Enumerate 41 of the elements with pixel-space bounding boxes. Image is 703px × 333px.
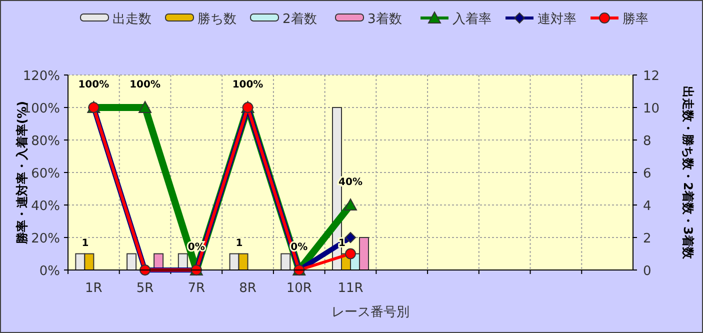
legend-label: 入着率 bbox=[452, 11, 492, 27]
x-tick-label: 1R bbox=[85, 281, 102, 296]
legend-label: 出走数 bbox=[112, 12, 152, 27]
y-tick-label: 0% bbox=[39, 264, 60, 279]
legend-label: 勝ち数 bbox=[198, 12, 236, 27]
point bbox=[345, 232, 356, 243]
x-tick-label: 7R bbox=[188, 281, 206, 296]
x-tick-label: 8R bbox=[239, 281, 256, 296]
point bbox=[345, 248, 356, 260]
bar bbox=[359, 237, 369, 270]
data-label: 100% bbox=[130, 80, 160, 90]
data-label: 100% bbox=[78, 80, 110, 90]
y2-tick-label: 8 bbox=[643, 134, 652, 149]
y2-tick-label: 10 bbox=[643, 102, 660, 116]
x-tick-label: 10R bbox=[286, 281, 312, 296]
y-tick-label: 120% bbox=[22, 69, 60, 84]
y2-tick-label: 2 bbox=[643, 232, 652, 246]
y2-tick-label: 4 bbox=[643, 199, 652, 214]
y-tick-label: 40% bbox=[31, 199, 60, 214]
point bbox=[138, 101, 152, 113]
legend-label: 2着数 bbox=[282, 11, 317, 27]
y2-tick-label: 6 bbox=[643, 166, 652, 182]
x-tick-label: 5R bbox=[136, 281, 154, 296]
y-tick-label: 80% bbox=[31, 134, 60, 149]
legend-label: 勝率 bbox=[622, 11, 648, 27]
y2-tick-label: 12 bbox=[643, 69, 660, 84]
data-label: 1 bbox=[236, 238, 243, 249]
data-label: 100% bbox=[232, 80, 264, 90]
y-tick-label: 60% bbox=[31, 166, 60, 182]
legend-label: 3着数 bbox=[368, 11, 402, 27]
y-tick-label: 20% bbox=[31, 232, 60, 246]
data-label: 1 bbox=[82, 238, 89, 249]
legend-label: 連対率 bbox=[538, 11, 576, 27]
bar bbox=[126, 253, 137, 270]
x-axis-title: レース番号別 bbox=[332, 305, 410, 320]
point bbox=[344, 198, 357, 210]
bar bbox=[280, 253, 291, 270]
x-tick-label: 11R bbox=[338, 281, 364, 296]
data-label: 0% bbox=[188, 242, 205, 253]
y2-axis-title: 出走数・勝ち数・2着数・3着数 bbox=[681, 86, 695, 260]
y2-tick-label: 0 bbox=[643, 264, 652, 279]
